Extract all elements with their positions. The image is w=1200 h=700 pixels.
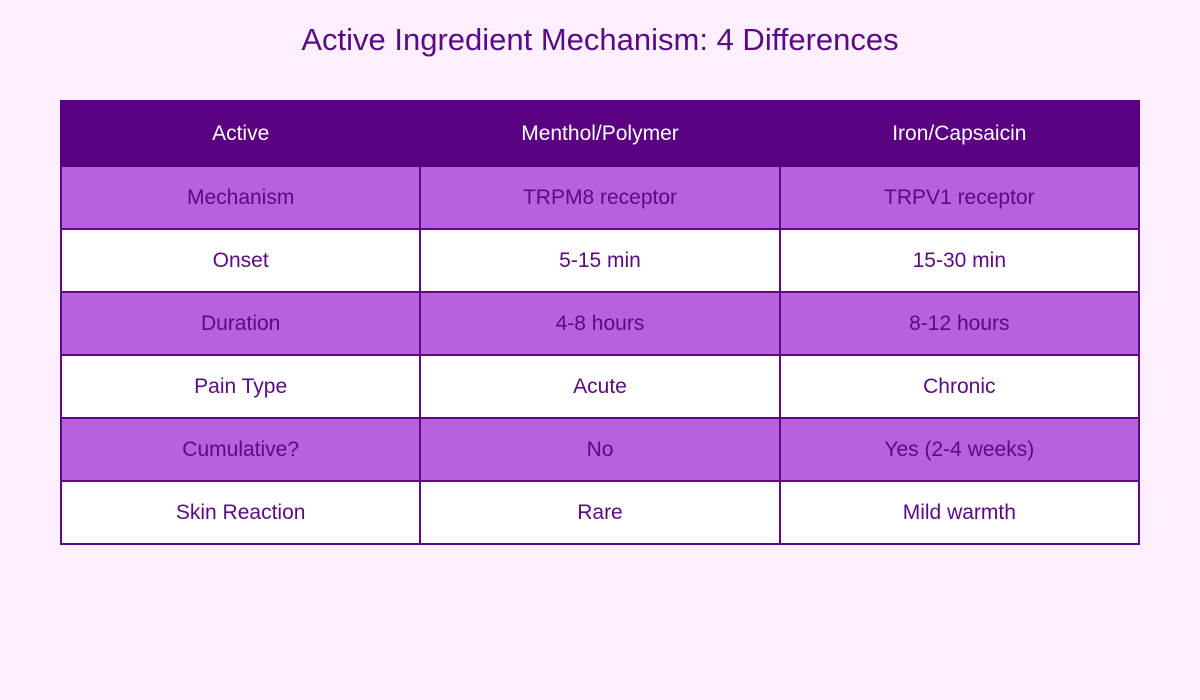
row-label: Skin Reaction (59, 480, 422, 545)
table-row: Duration 4-8 hours 8-12 hours (59, 291, 1141, 356)
row-label: Onset (59, 228, 422, 293)
row-label: Duration (59, 291, 422, 356)
row-label: Mechanism (59, 165, 422, 230)
table-cell: No (419, 417, 781, 482)
column-header: Menthol/Polymer (419, 100, 781, 167)
table-row: Mechanism TRPM8 receptor TRPV1 receptor (59, 165, 1141, 230)
row-label: Cumulative? (59, 417, 422, 482)
table-row: Pain Type Acute Chronic (59, 354, 1141, 419)
column-header: Iron/Capsaicin (778, 100, 1141, 167)
table-cell: 5-15 min (419, 228, 781, 293)
table-cell: Yes (2-4 weeks) (778, 417, 1141, 482)
table-cell: TRPV1 receptor (778, 165, 1141, 230)
table-row: Onset 5-15 min 15-30 min (59, 228, 1141, 293)
table-cell: Mild warmth (778, 480, 1141, 545)
row-label: Pain Type (59, 354, 422, 419)
table-header-row: Active Menthol/Polymer Iron/Capsaicin (59, 100, 1141, 167)
comparison-table: Active Menthol/Polymer Iron/Capsaicin Me… (59, 100, 1141, 545)
table-cell: 15-30 min (778, 228, 1141, 293)
table-row: Skin Reaction Rare Mild warmth (59, 480, 1141, 545)
table-cell: 4-8 hours (419, 291, 781, 356)
chart-title: Active Ingredient Mechanism: 4 Differenc… (301, 22, 899, 57)
table-cell: 8-12 hours (778, 291, 1141, 356)
table-cell: Acute (419, 354, 781, 419)
table-cell: Rare (419, 480, 781, 545)
table-row: Cumulative? No Yes (2-4 weeks) (59, 417, 1141, 482)
table-cell: Chronic (778, 354, 1141, 419)
column-header: Active (59, 100, 422, 167)
table-cell: TRPM8 receptor (419, 165, 781, 230)
